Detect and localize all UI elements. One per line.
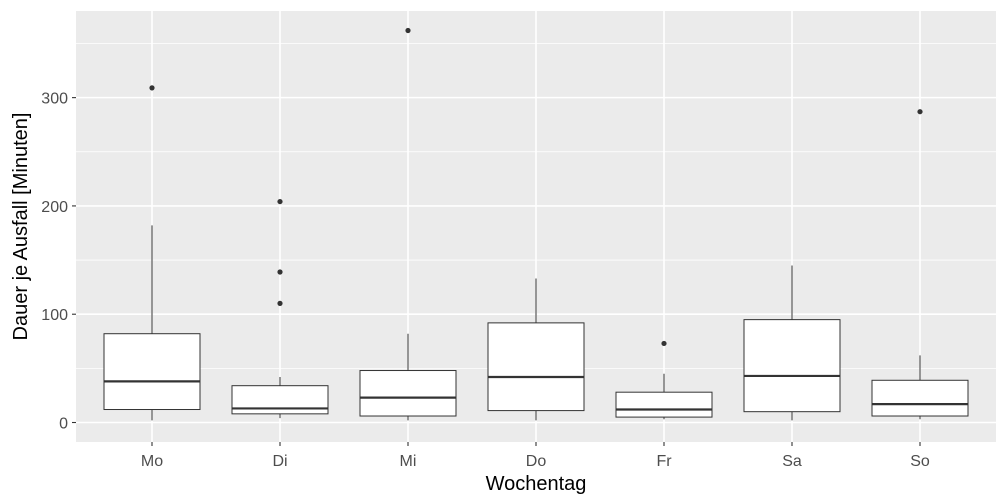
y-tick-label: 300: [41, 91, 68, 108]
box-iqr: [231, 385, 329, 415]
box-iqr: [359, 370, 457, 417]
box-iqr: [487, 322, 585, 412]
outlier-point: [917, 109, 923, 115]
box-Fr: [615, 340, 713, 420]
x-tick-label: Sa: [782, 453, 802, 470]
x-tick-label: Fr: [656, 453, 672, 470]
y-axis-title: Dauer je Ausfall [Minuten]: [10, 113, 32, 341]
x-axis: Mo Di Mi Do Fr Sa So: [141, 442, 930, 470]
y-axis: 0 100 200 300: [41, 91, 76, 433]
box-iqr: [103, 333, 201, 411]
x-tick-label: Mo: [141, 453, 163, 470]
x-tick-label: Di: [272, 453, 287, 470]
box-Mi: [359, 27, 457, 421]
box-Mo: [103, 85, 201, 421]
y-tick-label: 100: [41, 307, 68, 324]
outlier-point: [661, 340, 667, 347]
y-tick-label: 0: [59, 416, 68, 433]
x-tick-label: Do: [526, 453, 547, 470]
y-tick-label: 200: [41, 199, 68, 216]
box-Do: [487, 278, 585, 421]
box-Di: [231, 198, 329, 419]
outlier-point: [277, 300, 283, 306]
outlier-point: [405, 27, 411, 34]
boxes: [103, 27, 969, 421]
box-So: [871, 109, 969, 420]
outlier-point: [149, 85, 155, 91]
box-iqr: [743, 319, 841, 413]
x-tick-label: Mi: [400, 453, 417, 470]
x-axis-title: Wochentag: [486, 473, 587, 495]
x-tick-label: So: [910, 453, 930, 470]
outlier-point: [277, 198, 283, 205]
box-iqr: [871, 379, 969, 417]
outlier-point: [277, 269, 283, 275]
box-Sa: [743, 265, 841, 421]
box-iqr: [615, 391, 713, 418]
